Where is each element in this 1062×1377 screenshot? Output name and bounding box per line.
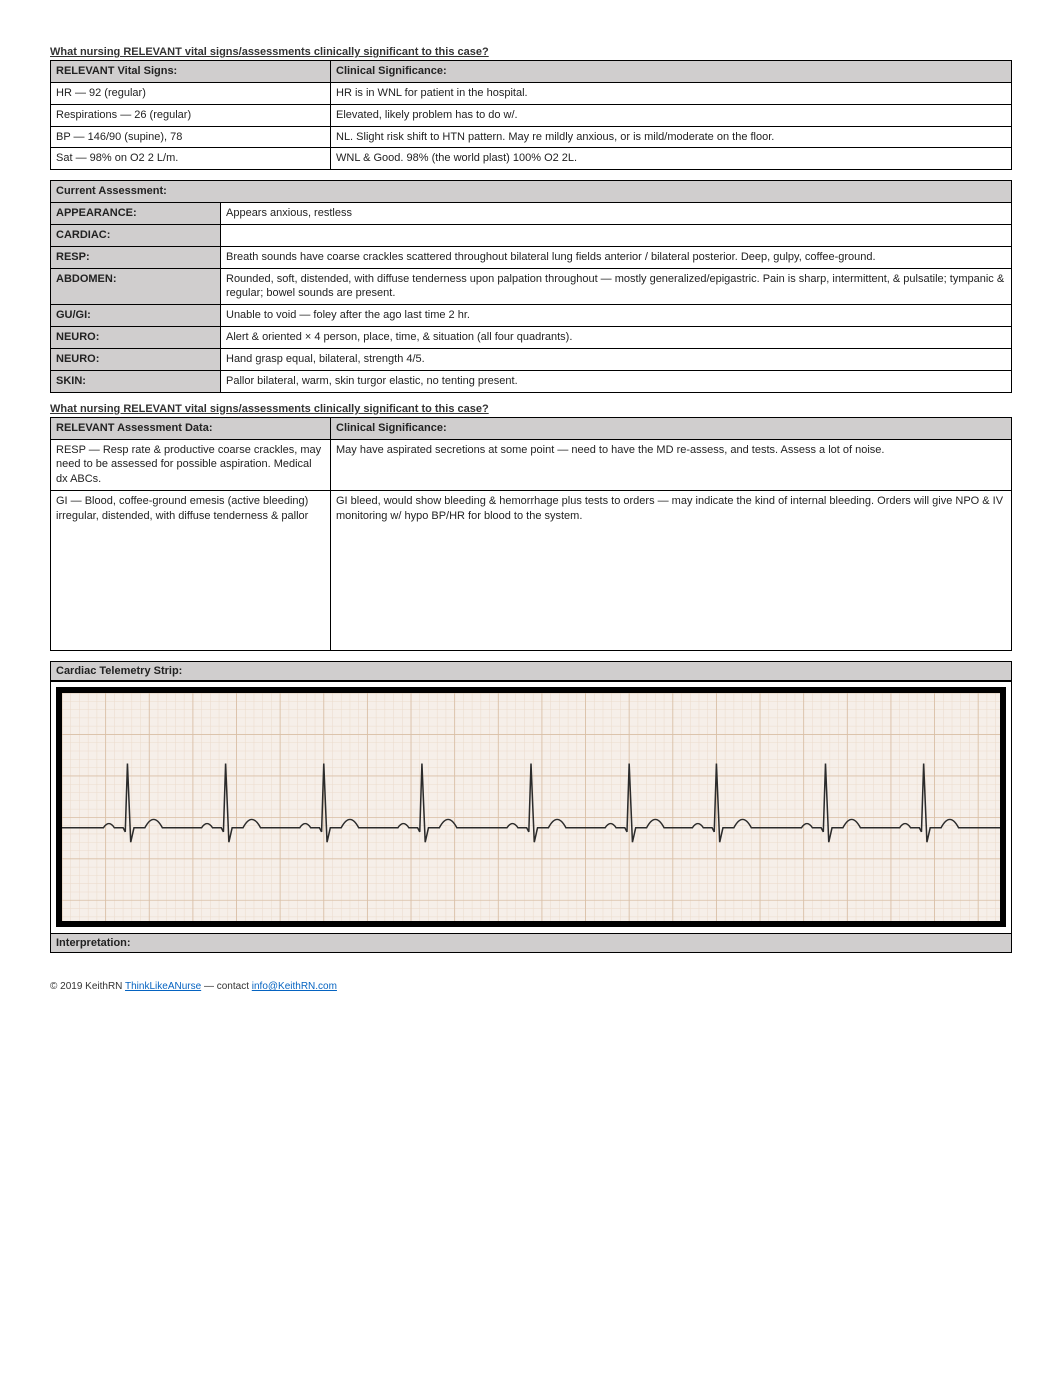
table-row: ABDOMEN:Rounded, soft, distended, with d… xyxy=(51,268,1012,305)
ecg-frame xyxy=(56,687,1006,927)
table-row: Sat — 98% on O2 2 L/m. WNL & Good. 98% (… xyxy=(51,148,1012,170)
table-row: BP — 146/90 (supine), 78 NL. Slight risk… xyxy=(51,126,1012,148)
vitals-table: RELEVANT Vital Signs: Clinical Significa… xyxy=(50,60,1012,170)
phys-table: RELEVANT Assessment Data: Clinical Signi… xyxy=(50,417,1012,651)
assessment-table: Current Assessment: APPEARANCE:Appears a… xyxy=(50,180,1012,392)
table-row: RESP — Resp rate & productive coarse cra… xyxy=(51,439,1012,491)
table-row: GI — Blood, coffee-ground emesis (active… xyxy=(51,491,1012,651)
phys-hdr-right: Clinical Significance: xyxy=(331,417,1012,439)
ecg-title: Cardiac Telemetry Strip: xyxy=(50,661,1012,681)
table-row: CARDIAC: xyxy=(51,224,1012,246)
vitals-hdr-right: Clinical Significance: xyxy=(331,61,1012,83)
table-row: NEURO:Hand grasp equal, bilateral, stren… xyxy=(51,348,1012,370)
table-row: GU/GI:Unable to void — foley after the a… xyxy=(51,305,1012,327)
table-row: APPEARANCE:Appears anxious, restless xyxy=(51,203,1012,225)
table-row: NEURO:Alert & oriented × 4 person, place… xyxy=(51,327,1012,349)
table-row: Respirations — 26 (regular) Elevated, li… xyxy=(51,104,1012,126)
table-row: HR — 92 (regular) HR is in WNL for patie… xyxy=(51,82,1012,104)
footer-copyright: © 2019 KeithRN xyxy=(50,981,125,992)
assessment-hdr: Current Assessment: xyxy=(51,181,1012,203)
phys-hdr-left: RELEVANT Assessment Data: xyxy=(51,417,331,439)
ecg-container xyxy=(50,681,1012,934)
table-row: SKIN:Pallor bilateral, warm, skin turgor… xyxy=(51,370,1012,392)
ecg-interpretation-label: Interpretation: xyxy=(50,934,1012,953)
footer-mid: — contact xyxy=(204,981,252,992)
table-row: RESP:Breath sounds have coarse crackles … xyxy=(51,246,1012,268)
footer: © 2019 KeithRN ThinkLikeANurse — contact… xyxy=(50,981,1012,992)
ecg-strip xyxy=(62,693,1000,921)
footer-link-1[interactable]: ThinkLikeANurse xyxy=(125,981,201,992)
question-2: What nursing RELEVANT vital signs/assess… xyxy=(50,403,1012,415)
question-1: What nursing RELEVANT vital signs/assess… xyxy=(50,46,1012,58)
footer-link-2[interactable]: info@KeithRN.com xyxy=(252,981,337,992)
vitals-hdr-left: RELEVANT Vital Signs: xyxy=(51,61,331,83)
